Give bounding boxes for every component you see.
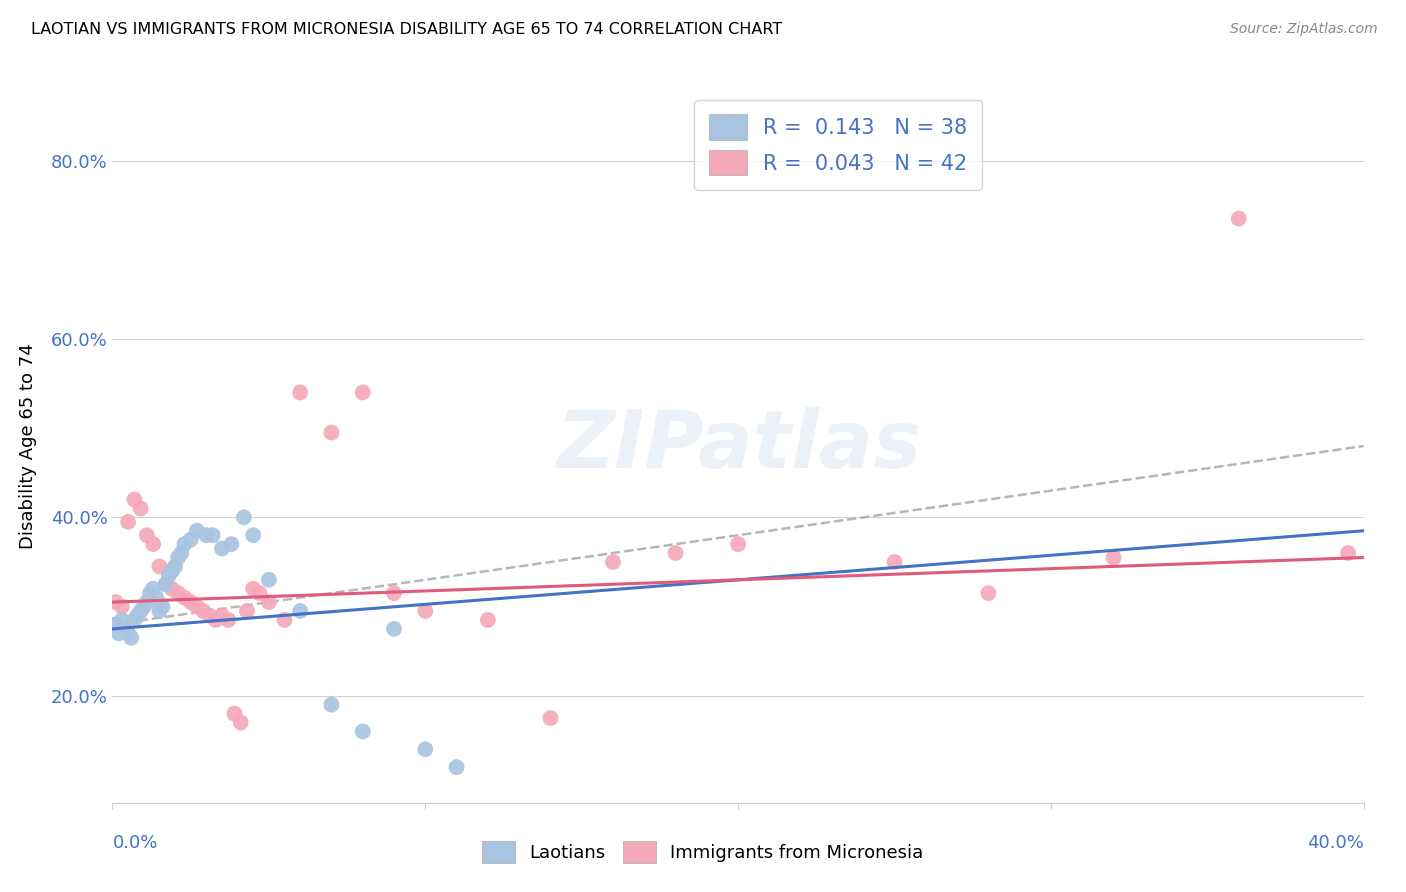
Point <box>135 595 157 609</box>
Point <box>664 546 686 560</box>
Point <box>727 537 749 551</box>
Point <box>321 698 343 712</box>
Point <box>415 604 437 618</box>
Point <box>142 582 165 596</box>
Point <box>160 564 183 578</box>
Point <box>290 604 312 618</box>
Y-axis label: Disability Age 65 to 74: Disability Age 65 to 74 <box>18 343 37 549</box>
Point <box>446 760 468 774</box>
Point <box>257 573 280 587</box>
Point <box>163 559 186 574</box>
Point <box>221 537 243 551</box>
Point <box>201 528 224 542</box>
Point <box>127 608 149 623</box>
Point <box>232 510 254 524</box>
Point <box>160 582 183 596</box>
Point <box>204 613 226 627</box>
Point <box>173 537 195 551</box>
Point <box>129 604 152 618</box>
Point <box>132 599 155 614</box>
Point <box>242 582 264 596</box>
Point <box>107 626 129 640</box>
Point <box>157 568 180 582</box>
Point <box>155 577 177 591</box>
Point <box>120 631 142 645</box>
Point <box>540 711 562 725</box>
Point <box>883 555 905 569</box>
Point <box>129 501 152 516</box>
Point <box>290 385 312 400</box>
Point <box>198 608 221 623</box>
Point <box>180 533 202 547</box>
Point <box>211 541 233 556</box>
Point <box>382 622 405 636</box>
Point <box>195 528 218 542</box>
Text: Source: ZipAtlas.com: Source: ZipAtlas.com <box>1230 22 1378 37</box>
Point <box>211 608 233 623</box>
Point <box>155 577 177 591</box>
Text: LAOTIAN VS IMMIGRANTS FROM MICRONESIA DISABILITY AGE 65 TO 74 CORRELATION CHART: LAOTIAN VS IMMIGRANTS FROM MICRONESIA DI… <box>31 22 782 37</box>
Point <box>104 595 127 609</box>
Point <box>477 613 499 627</box>
Point <box>273 613 295 627</box>
Legend: Laotians, Immigrants from Micronesia: Laotians, Immigrants from Micronesia <box>471 830 935 874</box>
Point <box>415 742 437 756</box>
Point <box>1337 546 1360 560</box>
Point <box>180 595 202 609</box>
Point <box>352 724 374 739</box>
Point <box>242 528 264 542</box>
Point <box>977 586 1000 600</box>
Point <box>193 604 215 618</box>
Point <box>117 626 139 640</box>
Point <box>229 715 252 730</box>
Text: 0.0%: 0.0% <box>112 834 157 852</box>
Point <box>321 425 343 440</box>
Point <box>186 599 208 614</box>
Point <box>249 586 271 600</box>
Point <box>148 559 170 574</box>
Point <box>173 591 195 605</box>
Point <box>114 622 136 636</box>
Point <box>170 546 193 560</box>
Point <box>186 524 208 538</box>
Point <box>142 537 165 551</box>
Point <box>1227 211 1250 226</box>
Point <box>124 613 146 627</box>
Point <box>111 599 134 614</box>
Point <box>139 586 162 600</box>
Point <box>224 706 246 721</box>
Point <box>602 555 624 569</box>
Point <box>167 550 190 565</box>
Text: 40.0%: 40.0% <box>1308 834 1364 852</box>
Point <box>257 595 280 609</box>
Point <box>352 385 374 400</box>
Point <box>135 528 157 542</box>
Point <box>148 604 170 618</box>
Legend: R =  0.143   N = 38, R =  0.043   N = 42: R = 0.143 N = 38, R = 0.043 N = 42 <box>695 100 981 190</box>
Point <box>124 492 146 507</box>
Point <box>167 586 190 600</box>
Point <box>382 586 405 600</box>
Point <box>1102 550 1125 565</box>
Point <box>104 617 127 632</box>
Point <box>217 613 239 627</box>
Point <box>117 515 139 529</box>
Point <box>145 591 167 605</box>
Point <box>1384 537 1406 551</box>
Point <box>152 599 174 614</box>
Point <box>111 613 134 627</box>
Point <box>236 604 259 618</box>
Text: ZIPatlas: ZIPatlas <box>555 407 921 485</box>
